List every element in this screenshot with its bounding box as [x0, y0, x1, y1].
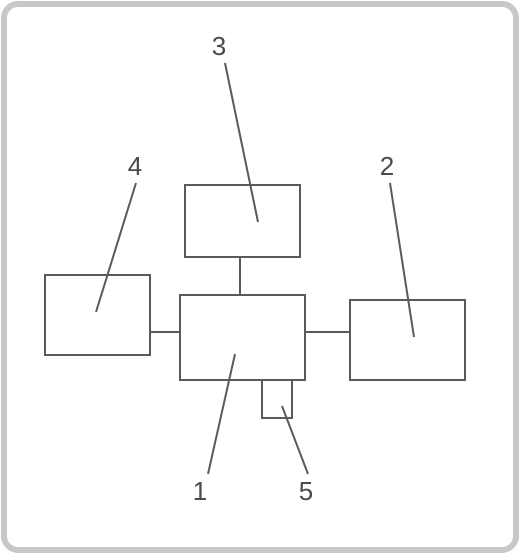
label-1: 1 — [193, 476, 207, 506]
block-box5_small — [262, 380, 292, 418]
labels-group: 3 2 4 1 5 — [128, 31, 394, 506]
block-box3_top — [185, 185, 300, 257]
block-diagram: 3 2 4 1 5 — [0, 0, 520, 554]
block-box1_center — [180, 295, 305, 380]
label-3: 3 — [212, 31, 226, 61]
block-box2_right — [350, 300, 465, 380]
label-2: 2 — [380, 151, 394, 181]
label-leaders-group — [96, 63, 414, 474]
blocks-group — [45, 185, 465, 418]
leader-line-5 — [282, 406, 308, 474]
label-5: 5 — [299, 476, 313, 506]
label-4: 4 — [128, 151, 142, 181]
block-box4_left — [45, 275, 150, 355]
